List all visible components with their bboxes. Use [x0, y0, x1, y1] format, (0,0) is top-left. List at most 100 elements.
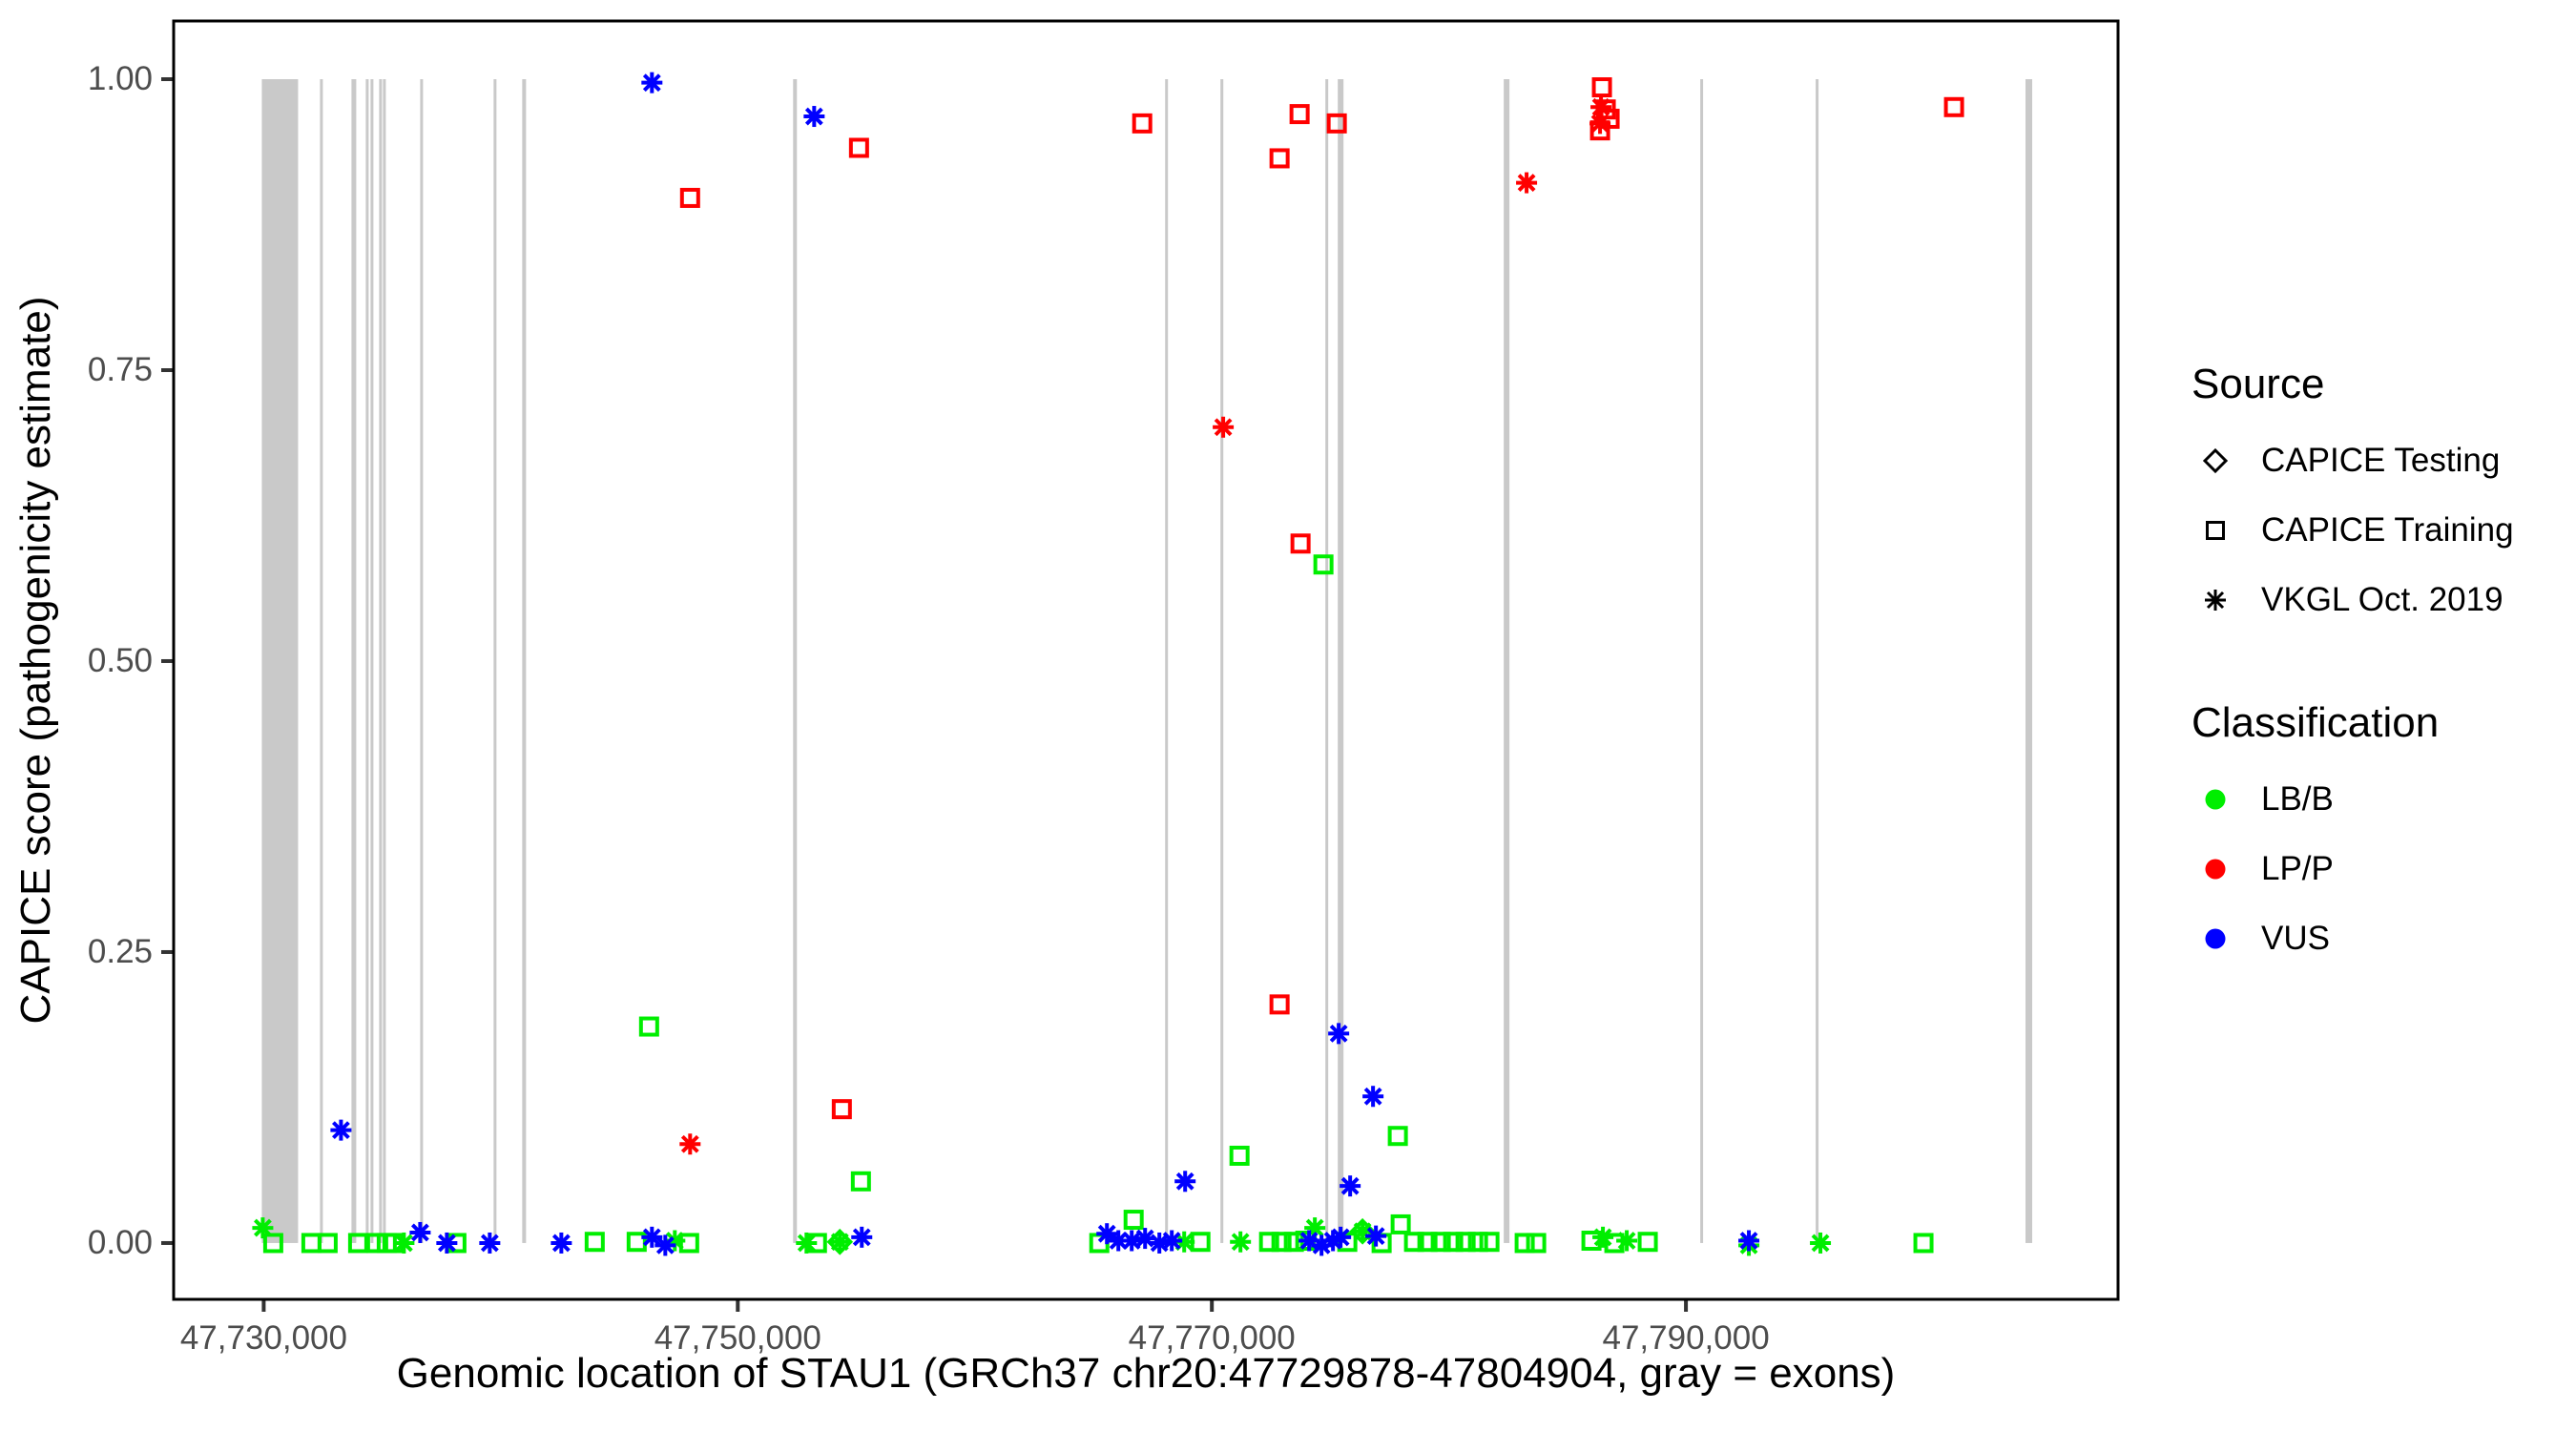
x-tick-label: 47,750,000: [654, 1319, 821, 1357]
legend-item: CAPICE Testing: [2185, 425, 2514, 495]
data-point-square: [848, 137, 869, 158]
data-point-asterisk: [1616, 1230, 1638, 1252]
data-point-square: [1591, 77, 1612, 98]
data-point-square: [1190, 1232, 1211, 1253]
data-point-asterisk: [1330, 1226, 1352, 1248]
data-point-asterisk: [796, 1232, 818, 1254]
exon-bar: [351, 78, 357, 1243]
data-point-square: [1269, 994, 1290, 1015]
data-point-square: [1390, 1213, 1411, 1234]
data-point-asterisk: [330, 1119, 352, 1141]
data-point-asterisk: [1121, 1230, 1143, 1252]
data-point-asterisk: [479, 1232, 501, 1254]
data-points: [252, 72, 1964, 1256]
classification-dot-icon: [2205, 789, 2226, 809]
data-point-asterisk: [1174, 1171, 1196, 1192]
square-icon: [2206, 520, 2225, 540]
data-point-square: [1943, 96, 1964, 117]
legend-item: LB/B: [2185, 764, 2439, 834]
data-point-asterisk: [1810, 1232, 1832, 1254]
data-point-asterisk: [409, 1221, 431, 1243]
y-tick-label: 0.00: [87, 1223, 153, 1261]
classification-dot-icon: [2205, 859, 2226, 879]
data-point-asterisk: [1328, 1023, 1350, 1045]
data-point-square: [1132, 113, 1153, 134]
exon-bar: [383, 78, 386, 1243]
x-axis-title: Genomic location of STAU1 (GRCh37 chr20:…: [396, 1350, 1896, 1397]
y-tick-label: 0.50: [87, 641, 153, 679]
data-point-square: [1123, 1210, 1144, 1231]
legend-item: VUS: [2185, 903, 2439, 973]
exon-bar: [1220, 78, 1224, 1243]
data-point-square: [850, 1171, 871, 1192]
data-point-square: [1514, 1233, 1535, 1254]
axis-ticks: [161, 76, 1689, 1312]
data-point-asterisk: [1362, 1086, 1384, 1108]
data-point-square: [831, 1099, 852, 1120]
y-tick-label: 0.25: [87, 932, 153, 970]
exon-bar: [1504, 78, 1510, 1243]
data-point-square: [1326, 113, 1347, 134]
data-point-square: [1589, 120, 1610, 141]
y-tick-label: 1.00: [87, 59, 153, 97]
data-point-asterisk: [851, 1226, 873, 1248]
data-point-asterisk: [679, 1133, 701, 1155]
data-point-asterisk: [654, 1234, 676, 1256]
legend-item: VKGL Oct. 2019: [2185, 565, 2514, 634]
legend-item-label: VKGL Oct. 2019: [2261, 580, 2503, 618]
diamond-icon: [2202, 447, 2229, 473]
exon-bar: [379, 78, 383, 1243]
data-point-asterisk: [1340, 1175, 1361, 1197]
y-tick-label: 0.75: [87, 350, 153, 388]
exon-bar: [370, 78, 374, 1243]
data-point-asterisk: [252, 1217, 274, 1239]
data-point-asterisk: [829, 1231, 851, 1253]
legend-item: CAPICE Training: [2185, 495, 2514, 565]
data-point-square: [679, 187, 700, 208]
data-point-asterisk: [1365, 1225, 1387, 1247]
data-point-square: [1637, 1232, 1658, 1253]
data-point-square: [1290, 533, 1311, 554]
data-point-asterisk: [1213, 416, 1235, 438]
x-tick-label: 47,730,000: [179, 1319, 347, 1357]
data-point-square: [1479, 1232, 1500, 1253]
legend-item-label: CAPICE Testing: [2261, 441, 2501, 479]
exon-bar: [261, 78, 299, 1243]
data-point-square: [1403, 1232, 1424, 1253]
data-point-square: [1229, 1145, 1250, 1166]
data-point-square: [262, 1233, 283, 1254]
data-point-square: [1313, 554, 1334, 575]
exon-bar: [493, 78, 497, 1243]
data-point-square: [1443, 1232, 1464, 1253]
data-point-square: [678, 1233, 699, 1254]
data-point-square: [1467, 1232, 1488, 1253]
data-point-square: [806, 1233, 827, 1254]
legend-item-label: CAPICE Training: [2261, 510, 2514, 549]
data-point-asterisk: [1161, 1230, 1183, 1252]
data-point-square: [1289, 104, 1310, 125]
data-point-asterisk: [551, 1232, 572, 1254]
exon-bar: [1165, 78, 1169, 1243]
data-point-asterisk: [1738, 1230, 1760, 1252]
data-point-asterisk: [393, 1232, 415, 1254]
exon-bar: [1816, 78, 1819, 1243]
data-point-square: [1271, 1232, 1292, 1253]
data-point-square: [1526, 1233, 1547, 1254]
data-point-asterisk: [1230, 1231, 1252, 1253]
data-point-asterisk: [803, 106, 825, 128]
data-point-square: [1417, 1232, 1438, 1253]
legend-classification-title: Classification: [2192, 699, 2440, 746]
legend-item: LP/P: [2185, 834, 2439, 903]
data-point-square: [1430, 1232, 1451, 1253]
legend-classification: Classification LB/B LP/P VUS: [2185, 699, 2439, 973]
exon-bar: [420, 78, 424, 1243]
data-point-square: [584, 1232, 605, 1253]
legend-item-label: VUS: [2261, 919, 2330, 957]
data-point-asterisk: [436, 1232, 458, 1254]
exon-bar: [1700, 78, 1704, 1243]
x-tick-label: 47,770,000: [1128, 1319, 1296, 1357]
legend-item-label: LP/P: [2261, 849, 2334, 887]
exon-bar: [522, 78, 527, 1243]
exon-bar: [1325, 78, 1329, 1243]
data-point-square: [317, 1233, 338, 1254]
